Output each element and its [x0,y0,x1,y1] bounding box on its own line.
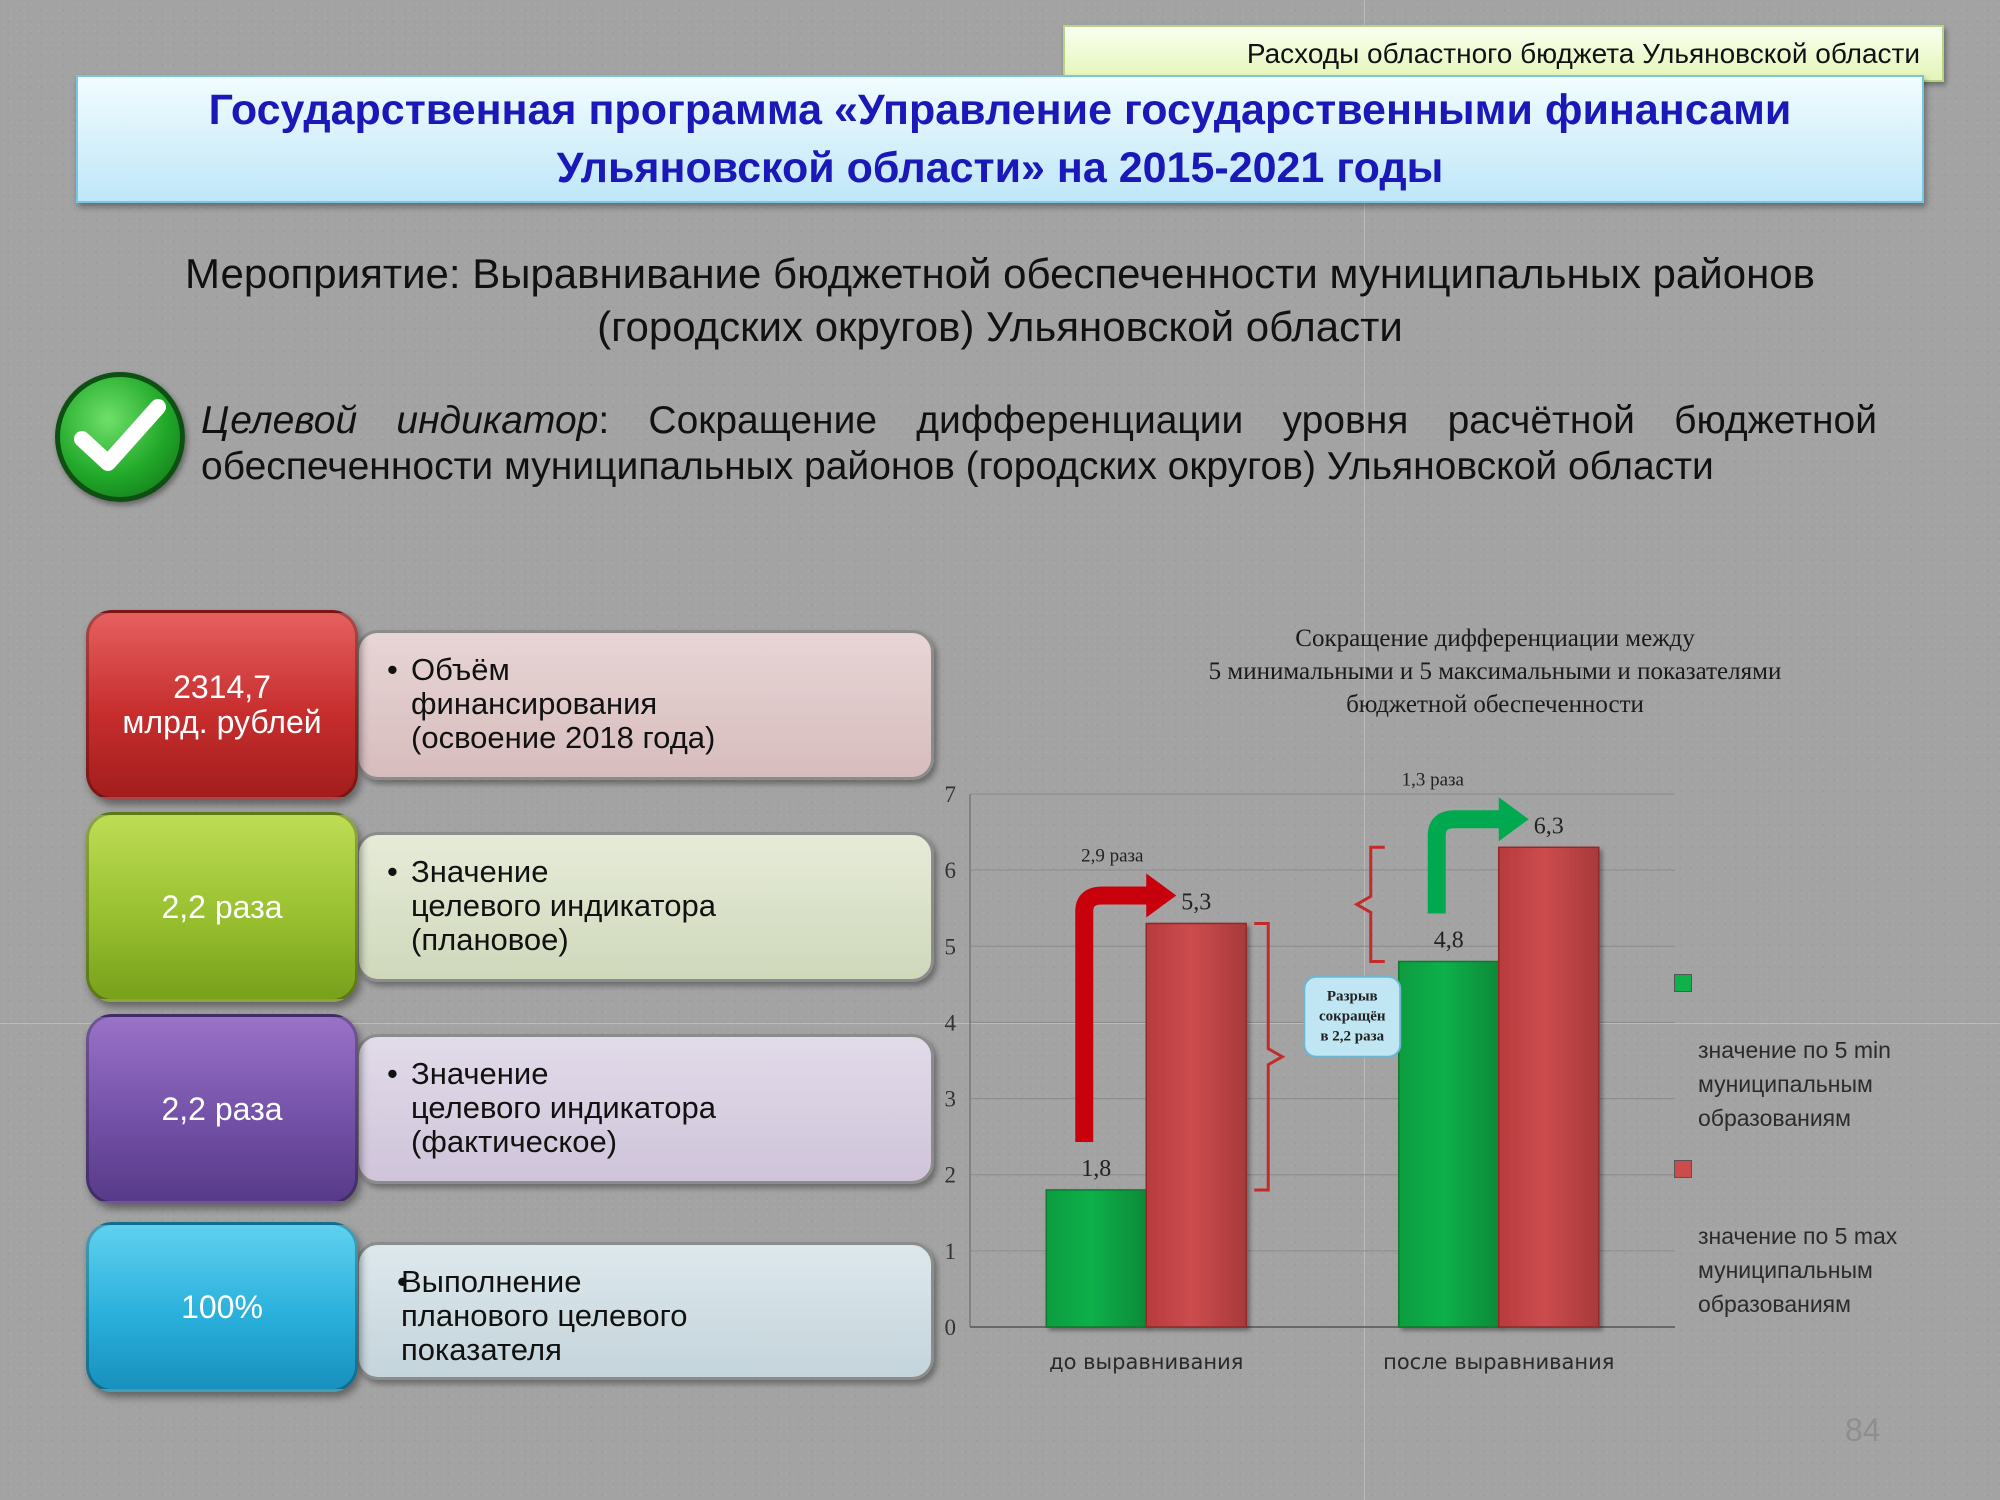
info-card-actual: • Значение целевого индикатора (фактичес… [86,1014,934,1204]
info-card-value: 2,2 раза [161,1090,283,1127]
legend-item-max: значение по 5 max муниципальным образова… [1670,1151,1960,1321]
bar [1145,922,1247,1328]
legend-swatch-green [1674,974,1692,992]
guide-line-vertical [1364,0,1365,1500]
bar [1045,1189,1147,1328]
green-arrow [1427,810,1505,914]
legend-label-max: значение по 5 max муниципальным образова… [1698,1223,1898,1317]
target-indicator-text: Сокращение дифференциации уровня расчётн… [201,399,1877,488]
info-card-value: 2314,7 млрд. рублей [122,669,322,740]
page-number: 84 [1845,1412,1881,1448]
info-card-label: Значение целевого индикатора (фактическо… [411,1056,717,1159]
target-indicator-label: Целевой индикатор [201,399,599,442]
info-card-label-box: • Значение целевого индикатора (плановое… [356,832,934,982]
brace-before [1254,921,1286,1192]
info-card-completion: • Выполнение планового целевого показате… [86,1222,934,1392]
legend-label-min: значение по 5 min муниципальным образова… [1698,1037,1891,1131]
target-indicator-colon: : [598,399,610,442]
y-tick-label: 4 [945,1010,957,1035]
y-tick-label: 3 [945,1087,957,1112]
info-card-value: 2,2 раза [161,888,283,925]
green-arrow-head [1498,797,1529,842]
measure-line-1: Мероприятие: Выравнивание бюджетной обес… [185,250,1815,297]
y-tick-label: 1 [945,1239,957,1264]
info-card-value-box: 2,2 раза [86,812,358,1002]
ratio-label: 1,3 раза [1402,769,1465,790]
gap-note-box [1303,975,1402,1058]
page-title-line-2: Ульяновской области» на 2015-2021 годы [556,144,1444,192]
info-card-label: Значение целевого индикатора (плановое) [411,854,717,957]
info-card-value: 100% [181,1288,263,1325]
red-arrow [1075,886,1153,1142]
bullet: • [387,854,398,889]
info-card-label-box: • Выполнение планового целевого показате… [356,1242,934,1380]
target-indicator: Целевой индикатор: Сокращение дифференци… [201,398,1877,490]
guide-line-horizontal [0,1023,2000,1024]
chart-legend: значение по 5 min муниципальным образова… [1670,965,1960,1337]
info-card-label: Объём финансирования (освоение 2018 года… [411,652,716,755]
header-tag: Расходы областного бюджета Ульяновской о… [1063,25,1944,82]
brace-after [1353,845,1385,964]
bullet: • [387,652,398,687]
bar [1498,846,1600,1328]
info-card-label: Выполнение планового целевого показателя [401,1264,688,1367]
gap-note-text: сокращён [1319,1009,1386,1025]
info-card-funding: • Объём финансирования (освоение 2018 го… [86,610,934,800]
info-card-label-box: • Объём финансирования (освоение 2018 го… [356,630,934,780]
y-tick-label: 6 [945,858,957,883]
gap-note-text: Разрыв [1327,989,1378,1005]
y-tick-label: 7 [945,782,957,807]
legend-item-min: значение по 5 min муниципальным образова… [1670,965,1960,1135]
chart-title: Сокращение дифференциации между 5 минима… [1208,625,1782,718]
ratio-label: 2,9 раза [1081,845,1144,866]
page-title: Государственная программа «Управление го… [76,75,1924,203]
legend-swatch-red [1674,1160,1692,1178]
info-card-value-box: 2,2 раза [86,1014,358,1204]
data-label: 1,8 [1081,1156,1111,1182]
checkmark-icon [55,372,185,502]
bullet: • [397,1264,408,1299]
measure-line-2: (городских округов) Ульяновской области [597,303,1403,350]
data-label: 4,8 [1434,928,1464,954]
gap-note-text: в 2,2 раза [1320,1029,1384,1045]
bar-chart: 0 1 2 3 4 5 6 7 1,8 5,3 до выравнивания 4,8 6,3 после… [945,769,1675,1374]
y-tick-label: 0 [945,1315,957,1340]
info-card-value-box: 100% [86,1222,358,1392]
x-tick-label: до выравнивания [1049,1350,1243,1374]
bullet: • [387,1056,398,1091]
measure-heading: Мероприятие: Выравнивание бюджетной обес… [120,247,1880,353]
y-tick-label: 2 [945,1163,957,1188]
page-title-line-1: Государственная программа «Управление го… [208,86,1792,134]
x-tick-label: после выравнивания [1383,1350,1614,1374]
y-tick-label: 5 [945,934,957,959]
red-arrow-head [1146,873,1177,918]
data-label: 5,3 [1181,889,1211,915]
info-card-value-box: 2314,7 млрд. рублей [86,610,358,800]
data-label: 6,3 [1534,813,1564,839]
bar [1398,960,1500,1328]
info-card-planned: • Значение целевого индикатора (плановое… [86,812,934,1002]
info-card-label-box: • Значение целевого индикатора (фактичес… [356,1034,934,1184]
